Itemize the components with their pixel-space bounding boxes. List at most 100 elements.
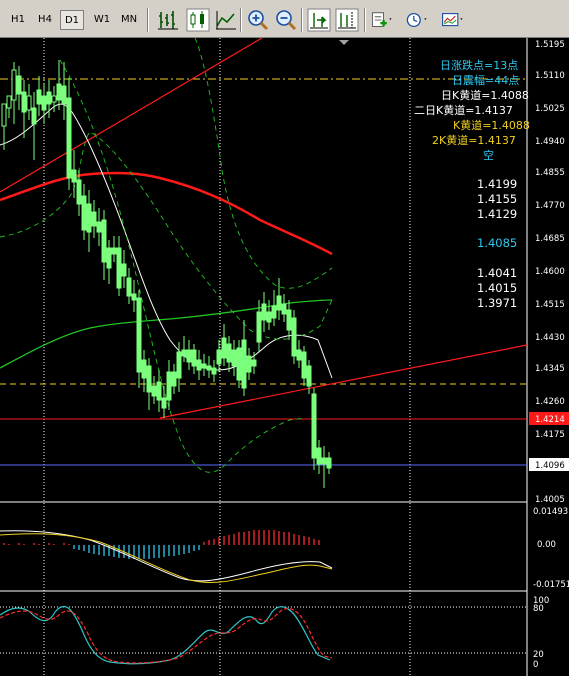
macd-tick-label: 0.00 — [537, 540, 556, 550]
candle-body — [41, 95, 47, 111]
upper-envelope — [0, 131, 333, 340]
indicators-icon[interactable] — [370, 8, 394, 32]
autoscroll-icon[interactable] — [307, 8, 331, 32]
candle-body — [51, 95, 57, 103]
price-tick-label: 1.5195 — [535, 40, 565, 50]
macd-main-line — [0, 530, 333, 582]
candle-body — [271, 305, 277, 319]
price-tick-label: 1.4685 — [535, 234, 565, 244]
candle-body — [71, 169, 77, 183]
candle-body — [231, 349, 237, 367]
candle-body — [241, 339, 247, 389]
price-tick-label: 1.4345 — [535, 364, 565, 374]
candle-body — [6, 95, 12, 109]
stoch-axis: 100 80 20 0 — [533, 596, 549, 670]
candle-body — [11, 69, 17, 101]
candle-body — [316, 447, 322, 465]
zoom-in-icon[interactable] — [246, 8, 270, 32]
candle-body — [291, 317, 297, 357]
lower-envelope — [59, 59, 306, 473]
candle-body — [281, 303, 287, 315]
candle-body — [256, 311, 262, 343]
toolbar-separator — [147, 8, 149, 32]
candle-body — [166, 371, 172, 401]
candle-body — [131, 293, 137, 301]
red-level-price-label: 1.4214 — [535, 415, 565, 425]
candle-body — [246, 355, 252, 373]
price-tick-label: 1.4005 — [535, 495, 565, 505]
timeframe-h4-button[interactable]: H4 — [38, 14, 52, 25]
stoch-signal-line — [0, 607, 333, 664]
signal-direction-label: 空 — [483, 149, 494, 162]
timeframe-mn-button[interactable]: MN — [120, 14, 138, 25]
price-tick-label: 1.4515 — [535, 300, 565, 310]
timeframe-d1-button[interactable]: D1 — [60, 10, 84, 30]
candle-body — [191, 349, 197, 367]
candle-body — [61, 85, 67, 105]
medium-moving-average — [0, 299, 333, 369]
candle-body — [181, 349, 187, 357]
candle-body — [161, 397, 167, 409]
price-chart[interactable]: 1.5195 1.5110 1.5025 1.4940 1.4855 1.477… — [0, 38, 569, 676]
candle-body — [21, 91, 27, 113]
stoch-main-line — [0, 606, 331, 665]
macd-signal-line — [0, 533, 333, 583]
bid-price-label: 1.4096 — [535, 461, 565, 471]
support-level-1: 1.4041 — [477, 266, 518, 280]
two-day-k-ecliptic-label: 二日K黄道=1.4137 — [414, 104, 513, 117]
daily-change-points-label: 日涨跌点=13点 — [440, 59, 519, 72]
price-tick-label: 1.4260 — [535, 397, 565, 407]
chart-shift-icon[interactable] — [335, 8, 359, 32]
candle-body — [116, 247, 122, 289]
chart-toolbar: H1 H4 D1 W1 MN — [0, 0, 569, 38]
price-tick-label: 1.4175 — [535, 430, 565, 440]
candle-body — [81, 195, 87, 231]
chart-background — [0, 38, 569, 676]
bar-chart-icon[interactable] — [156, 8, 180, 32]
candle-body — [196, 359, 202, 371]
candle-body — [251, 359, 257, 367]
candle-body — [126, 277, 132, 297]
k-ecliptic-label: K黄道=1.4088 — [453, 119, 530, 132]
toolbar-separator — [240, 8, 242, 32]
templates-icon[interactable] — [441, 8, 465, 32]
candle-body — [216, 349, 222, 365]
line-chart-icon[interactable] — [214, 8, 238, 32]
two-k-ecliptic-label: 2K黄道=1.4137 — [432, 134, 516, 147]
candle-body — [171, 371, 177, 387]
candle-body — [206, 365, 212, 371]
timeframe-w1-button[interactable]: W1 — [93, 14, 111, 25]
stoch-tick-label: 100 — [533, 596, 549, 606]
toolbar-separator — [364, 8, 366, 32]
candle-body — [226, 343, 232, 363]
candle-body — [101, 219, 107, 263]
price-tick-label: 1.5110 — [535, 71, 565, 81]
timeframe-h1-button[interactable]: H1 — [11, 14, 25, 25]
candle-body — [296, 349, 302, 361]
candle-body — [111, 247, 117, 255]
price-tick-label: 1.4600 — [535, 267, 565, 277]
chart-scroll-marker — [339, 40, 349, 45]
support-level-3: 1.3971 — [477, 296, 518, 310]
price-tick-label: 1.4430 — [535, 333, 565, 343]
red-level-price-tag — [529, 412, 569, 425]
candle-body — [121, 263, 127, 277]
candle-body — [306, 365, 312, 387]
stoch-tick-label: 0 — [533, 660, 538, 670]
price-tick-label: 1.4855 — [535, 168, 565, 178]
periods-icon[interactable] — [405, 8, 429, 32]
candle-body — [326, 457, 332, 469]
stoch-tick-label: 20 — [533, 650, 544, 660]
candle-body — [176, 351, 182, 379]
candlestick-icon[interactable] — [186, 8, 210, 32]
macd-tick-label: -0.01751 — [533, 580, 569, 590]
candle-body — [236, 347, 242, 381]
price-tick-label: 1.4770 — [535, 201, 565, 211]
daily-range-label: 日震幅=44点 — [452, 74, 520, 87]
upper-trendline — [0, 38, 263, 193]
candle-body — [311, 393, 317, 459]
candle-body — [286, 309, 292, 331]
bid-price-tag — [529, 458, 569, 471]
zoom-out-icon[interactable] — [274, 8, 298, 32]
candle-body — [16, 75, 22, 95]
